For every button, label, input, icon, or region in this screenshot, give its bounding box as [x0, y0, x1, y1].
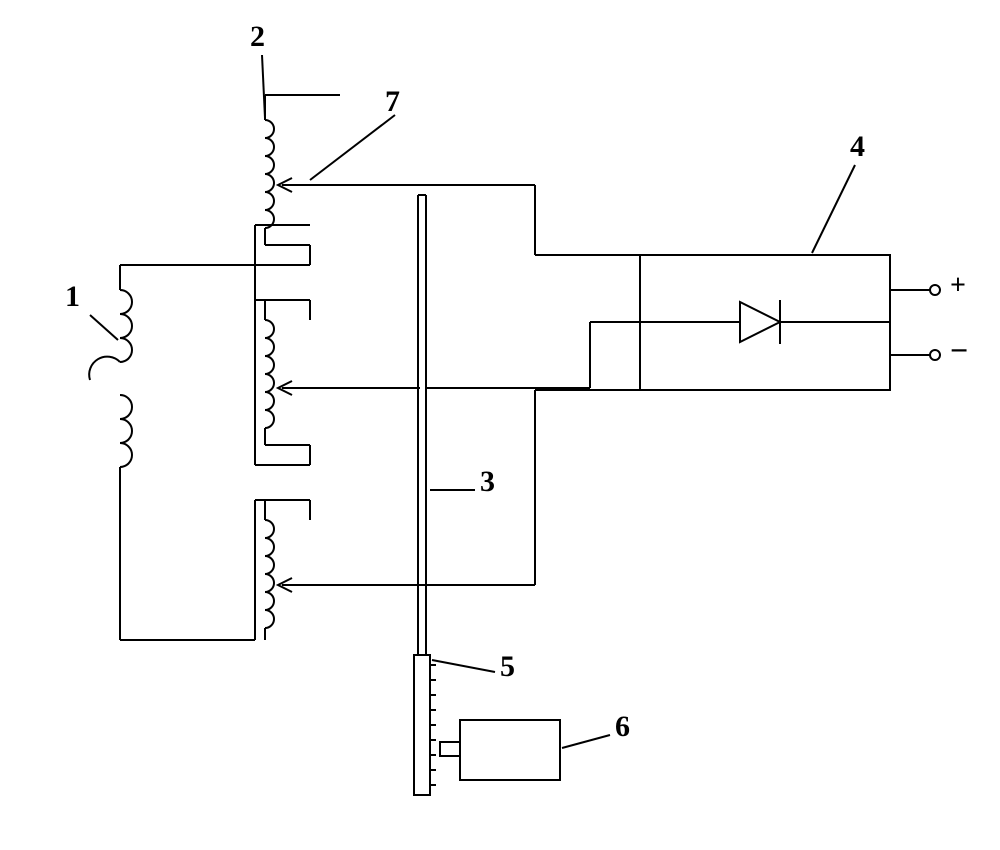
schematic-diagram: 1 2 3 4 5 6 7 + −: [0, 0, 1000, 845]
label-7: 7: [385, 85, 400, 119]
terminal-positive: +: [950, 270, 966, 302]
label-6: 6: [615, 710, 630, 744]
label-2: 2: [250, 20, 265, 54]
leader-6: [562, 735, 610, 748]
leader-1: [90, 315, 118, 340]
leader-2: [262, 55, 265, 118]
label-3: 3: [480, 465, 495, 499]
leader-5: [432, 660, 495, 672]
output-terminals: [890, 285, 940, 360]
secondary-coil-2: [265, 300, 420, 465]
motor-block: [440, 720, 560, 780]
secondary-coil-1: [265, 95, 360, 265]
diagram-svg: [0, 0, 1000, 845]
primary-coil: [89, 265, 255, 640]
gear-rack: [414, 655, 436, 795]
label-1: 1: [65, 280, 80, 314]
wiring: [340, 95, 640, 585]
terminal-negative: −: [950, 332, 968, 369]
leader-7: [310, 115, 395, 180]
label-5: 5: [500, 650, 515, 684]
leader-4: [812, 165, 855, 253]
rectifier-block: [640, 255, 890, 390]
secondary-coil-3: [265, 500, 535, 640]
label-4: 4: [850, 130, 865, 164]
